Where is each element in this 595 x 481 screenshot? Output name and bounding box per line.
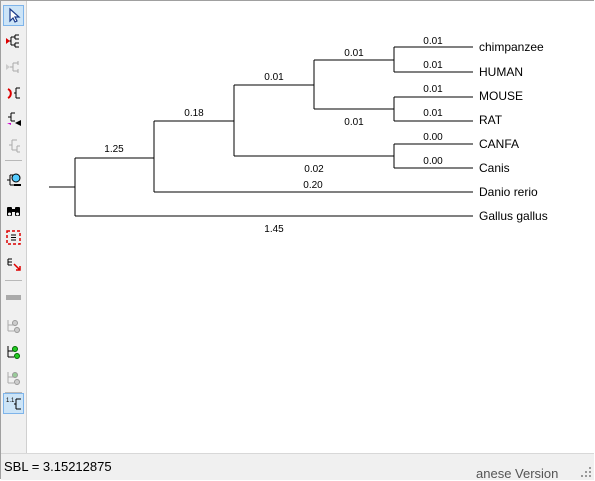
leaf-label-human[interactable]: HUMAN [479,65,523,79]
status-bar: SBL = 3.15212875 [1,453,594,480]
branch-length-label: 0.01 [423,36,443,47]
node-style-gray-icon [7,320,20,333]
node-style-button-2[interactable] [3,341,24,362]
flip-branch-button[interactable] [3,83,24,104]
branch-bar-icon [6,295,21,300]
branch-length-label: 0.01 [344,48,364,59]
leaf-label-danio-rerio[interactable]: Danio rerio [479,185,538,199]
branch-length-label: 0.01 [423,108,443,119]
leaf-label-mouse[interactable]: MOUSE [479,89,523,103]
node-style-button-3 [3,367,24,388]
toolbar-separator [5,392,22,393]
phylogenetic-tree: 0.01 0.01 0.01 0.01 0.00 0.00 0.01 0.01 … [49,36,548,235]
swap-branches-button[interactable] [3,31,24,52]
leaf-label-gallus-gallus[interactable]: Gallus gallus [479,209,548,223]
tree-toolbar: 1.1 [1,1,27,453]
subtree-button [3,57,24,78]
arrow-pointer-icon [9,7,21,23]
zoom-fit-icon [6,230,21,245]
select-tool-button[interactable] [3,5,24,26]
tree-reroot-icon [7,112,21,126]
branch-length-label: 0.01 [344,117,364,128]
toolbar-separator [5,280,22,281]
zoom-expand-icon [7,258,21,271]
branch-length-label: 0.01 [423,60,443,71]
reroot-button[interactable] [3,109,24,130]
branch-length-label: 1.45 [264,224,284,235]
tree-swap-icon [6,34,19,48]
search-button[interactable] [3,201,24,222]
branch-length-label: 0.20 [303,180,323,191]
find-node-button[interactable] [3,169,24,190]
node-style-green-gray-icon [7,372,20,385]
branch-length-toggle-icon: 1.1 [6,398,21,410]
toolbar-separator [5,160,22,161]
branch-length-toggle-button[interactable]: 1.1 [3,393,24,414]
leaf-label-canis[interactable]: Canis [479,161,510,175]
branch-length-label: 0.01 [423,84,443,95]
svg-text:1.1: 1.1 [6,398,15,404]
branch-bar-button [3,287,24,308]
tree-find-icon [7,173,21,186]
branch-length-label: 0.00 [423,156,443,167]
leaf-label-chimpanzee[interactable]: chimpanzee [479,40,544,54]
binoculars-icon [7,207,20,216]
zoom-fit-button[interactable] [3,227,24,248]
branch-length-label: 0.00 [423,132,443,143]
branch-length-label: 0.18 [184,108,204,119]
branch-length-label: 0.01 [264,72,284,83]
tree-flip-icon [7,87,20,99]
node-style-green-icon [7,346,20,359]
tree-collapse-icon [9,139,20,153]
background-window-text: anese Version [476,466,559,481]
tree-canvas[interactable]: 0.01 0.01 0.01 0.01 0.00 0.00 0.01 0.01 … [27,1,594,453]
resize-grip-icon[interactable] [581,467,591,477]
leaf-label-canfa[interactable]: CANFA [479,137,519,151]
node-style-button-1 [3,315,24,336]
branch-length-label: 0.02 [304,164,324,175]
sbl-value: SBL = 3.15212875 [4,459,112,474]
tree-subtree-icon [6,61,19,73]
collapse-button [3,135,24,156]
branch-length-label: 1.25 [104,144,124,155]
zoom-expand-button[interactable] [3,253,24,274]
leaf-label-rat[interactable]: RAT [479,113,503,127]
